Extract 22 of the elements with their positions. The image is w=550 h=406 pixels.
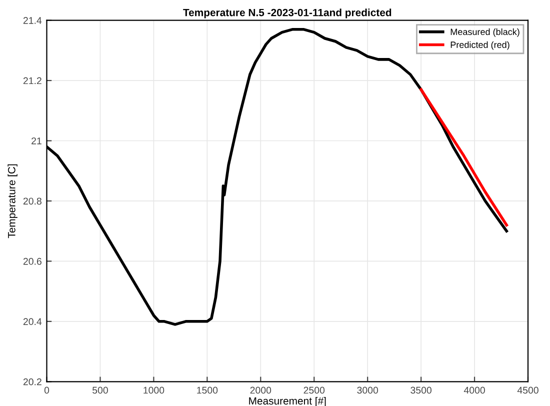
x-tick-label: 4000 [464,386,485,394]
y-tick-label: 20.4 [23,318,42,326]
y-tick-label: 20.8 [23,198,42,205]
legend-label: Predicted (red) [450,41,510,50]
x-tick-label: 0 [44,386,50,394]
y-tick-label: 21 [32,137,42,144]
legend-label: Measured (black) [450,28,520,37]
line-series [420,88,508,226]
x-tick-label: 500 [92,386,108,394]
x-tick-label: 1500 [197,386,218,394]
x-tick-label: 4500 [517,386,538,394]
x-tick-label: 1000 [144,386,164,394]
x-tick-label: 3500 [410,386,432,394]
y-tick-label: 21.2 [23,77,42,84]
x-tick-label: 2500 [304,386,325,394]
chart-title: Temperature N.5 -2023-01-11and predicted [183,8,392,18]
y-tick-label: 20.2 [23,378,42,386]
y-tick-label: 20.6 [23,258,42,265]
y-axis-title: Temperature [C] [8,164,18,238]
y-tick-label: 21.4 [23,17,42,24]
x-tick-label: 2000 [250,386,272,394]
x-tick-label: 3000 [357,386,378,394]
